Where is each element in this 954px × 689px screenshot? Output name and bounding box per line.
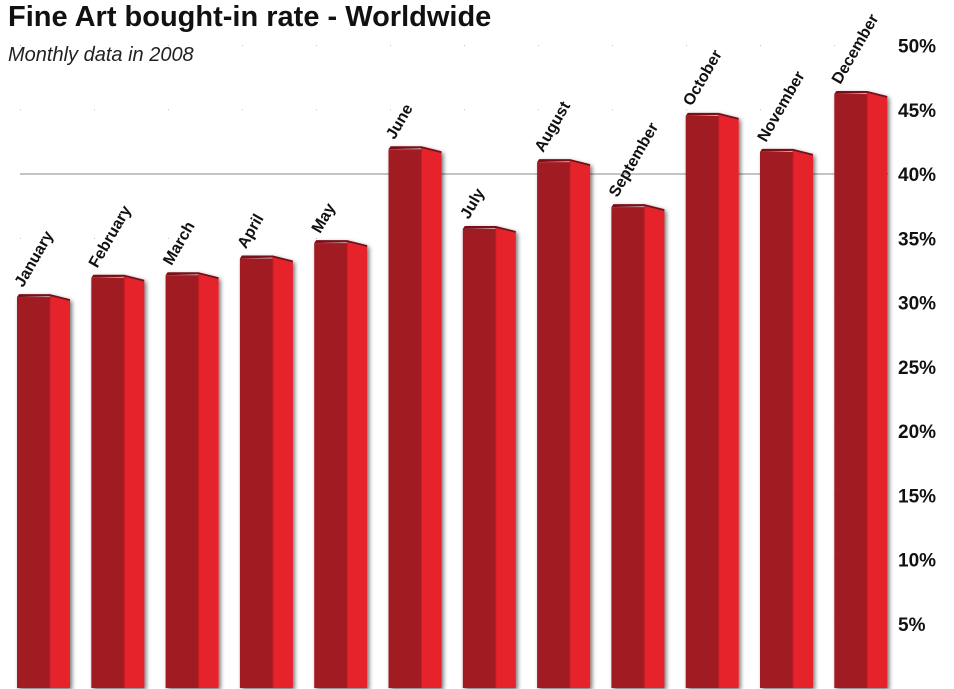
bar-top-cap — [17, 294, 70, 302]
bar-side-face — [50, 296, 70, 688]
y-tick-label: 25% — [898, 358, 936, 379]
bar-front-face — [834, 94, 868, 689]
y-tick-label: 20% — [898, 422, 936, 443]
bar-top-cap — [388, 146, 442, 154]
bar-front-face — [165, 275, 199, 688]
bar-top-cap — [239, 255, 293, 263]
bar-side-face — [421, 148, 442, 689]
bar-top-cap — [611, 204, 665, 212]
x-category-label: January — [12, 228, 57, 290]
y-tick-label: 35% — [898, 229, 936, 250]
bar — [834, 91, 888, 689]
bar — [239, 255, 293, 688]
bar-front-face — [462, 228, 496, 688]
bar-front-face — [611, 207, 645, 688]
bar-side-face — [198, 274, 219, 688]
x-category-label: October — [680, 47, 725, 109]
y-tick-label: 30% — [898, 294, 936, 315]
bar-top-cap — [685, 112, 739, 120]
x-category-label: August — [532, 98, 575, 155]
bar-side-face — [124, 276, 145, 688]
x-category-label: March — [160, 219, 198, 268]
y-tick-label: 45% — [898, 101, 936, 122]
bar-front-face — [388, 149, 422, 689]
bar-side-face — [347, 242, 368, 689]
bar-top-cap — [462, 225, 516, 233]
y-tick-label: 40% — [898, 165, 936, 186]
bar-top-cap — [834, 91, 888, 99]
x-category-label: April — [235, 211, 268, 251]
bar-side-face — [867, 93, 888, 689]
x-category-label: February — [86, 203, 135, 271]
x-category-label: December — [829, 12, 882, 88]
x-category-label: September — [606, 120, 662, 200]
x-category-label: July — [458, 186, 489, 222]
x-category-label: May — [309, 201, 339, 237]
bar-side-face — [793, 150, 813, 688]
y-tick-label: 15% — [898, 486, 936, 507]
bar-top-cap — [537, 159, 591, 167]
bar-front-face — [685, 115, 719, 688]
bar-side-face — [272, 257, 293, 688]
bar-front-face — [537, 162, 571, 688]
bar-front-face — [239, 258, 273, 688]
bar — [91, 274, 145, 688]
y-tick-label: 5% — [898, 615, 926, 636]
bar-front-face — [314, 243, 348, 689]
y-axis-tick-labels: 5% 10% 15% 20% 25% 30% 35% 40% 45% 50% — [898, 37, 936, 636]
bar-top-cap — [165, 272, 219, 280]
bar-front-face — [17, 297, 50, 688]
x-category-label: June — [383, 101, 416, 142]
bar-side-face — [644, 206, 665, 688]
bar — [388, 146, 442, 689]
bar-top-cap — [760, 148, 813, 156]
y-tick-label: 50% — [898, 37, 936, 58]
bar — [760, 148, 813, 688]
bar — [314, 240, 368, 689]
y-tick-label: 10% — [898, 551, 936, 572]
x-axis-category-labels: January February March April May June July Augu… — [12, 12, 883, 291]
bar — [685, 112, 739, 688]
bar-side-face — [570, 161, 591, 688]
bar-top-cap — [91, 274, 145, 282]
x-category-label: November — [755, 69, 809, 145]
bar — [165, 272, 219, 688]
bar-side-face — [718, 114, 739, 688]
bar-side-face — [495, 227, 516, 688]
bar — [17, 294, 70, 688]
bar — [462, 225, 516, 688]
bar-front-face — [760, 151, 793, 688]
bar — [611, 204, 665, 688]
bar-top-cap — [314, 240, 368, 248]
chart-title: Fine Art bought-in rate - Worldwide — [8, 1, 492, 33]
gridlines — [20, 45, 888, 625]
bars — [17, 91, 888, 689]
bar-front-face — [91, 277, 125, 688]
chart-subtitle: Monthly data in 2008 — [8, 44, 194, 66]
bar — [537, 159, 591, 688]
